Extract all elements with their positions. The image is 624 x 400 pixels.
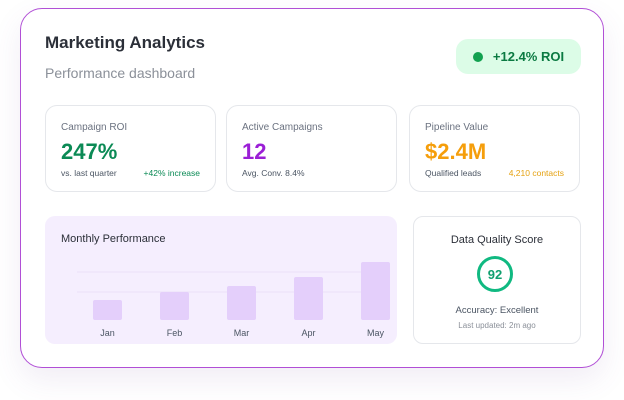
chart-tick-label: Jan xyxy=(100,328,115,338)
roi-badge-label: +12.4% ROI xyxy=(492,49,565,64)
stat-label: Active Campaigns xyxy=(242,122,323,133)
quality-score-ring: 92 xyxy=(477,256,513,292)
stat-label: Pipeline Value xyxy=(425,122,489,133)
chart-bar-jan[interactable] xyxy=(93,300,122,320)
monthly-performance-panel: Monthly Performance Jan Feb Mar Apr May xyxy=(45,216,397,344)
stat-note: vs. last quarter xyxy=(61,168,117,178)
stat-value: $2.4M xyxy=(425,139,487,164)
page-subtitle: Performance dashboard xyxy=(45,65,196,81)
analytics-card: Marketing Analytics Performance dashboar… xyxy=(20,8,604,368)
chart-bar-mar[interactable] xyxy=(227,286,256,320)
chart-bar-apr[interactable] xyxy=(294,277,323,320)
stat-card-campaign-roi[interactable]: Campaign ROI 247% vs. last quarter +42% … xyxy=(45,105,216,192)
monthly-performance-chart: Jan Feb Mar Apr May xyxy=(77,262,390,338)
stat-trend: +42% increase xyxy=(143,168,200,178)
chart-tick-label: May xyxy=(367,328,385,338)
stat-contacts: 4,210 contacts xyxy=(508,168,564,178)
chart-tick-label: Feb xyxy=(167,328,183,338)
quality-title: Data Quality Score xyxy=(450,234,544,246)
stat-value: 247% xyxy=(61,139,118,164)
stat-label: Campaign ROI xyxy=(61,122,128,133)
roi-badge[interactable]: +12.4% ROI xyxy=(456,39,581,74)
quality-updated: Last updated: 2m ago xyxy=(458,321,536,330)
page-title: Marketing Analytics xyxy=(45,33,205,52)
stat-note: Qualified leads xyxy=(425,168,482,178)
stat-value: 12 xyxy=(242,139,267,164)
quality-accuracy: Accuracy: Excellent xyxy=(455,305,539,316)
chart-tick-label: Mar xyxy=(234,328,250,338)
data-quality-panel: Data Quality Score 92 Accuracy: Excellen… xyxy=(413,216,581,344)
chart-tick-label: Apr xyxy=(301,328,315,338)
chart-title: Monthly Performance xyxy=(61,233,166,245)
quality-score: 92 xyxy=(487,266,503,282)
stat-card-pipeline-value[interactable]: Pipeline Value $2.4M Qualified leads 4,2… xyxy=(409,105,580,192)
chart-bar-may[interactable] xyxy=(361,262,390,320)
chart-bar-feb[interactable] xyxy=(160,292,189,320)
status-dot-icon xyxy=(472,51,483,62)
stat-card-active-campaigns[interactable]: Active Campaigns 12 Avg. Conv. 8.4% xyxy=(226,105,397,192)
stat-note: Avg. Conv. 8.4% xyxy=(242,168,305,178)
